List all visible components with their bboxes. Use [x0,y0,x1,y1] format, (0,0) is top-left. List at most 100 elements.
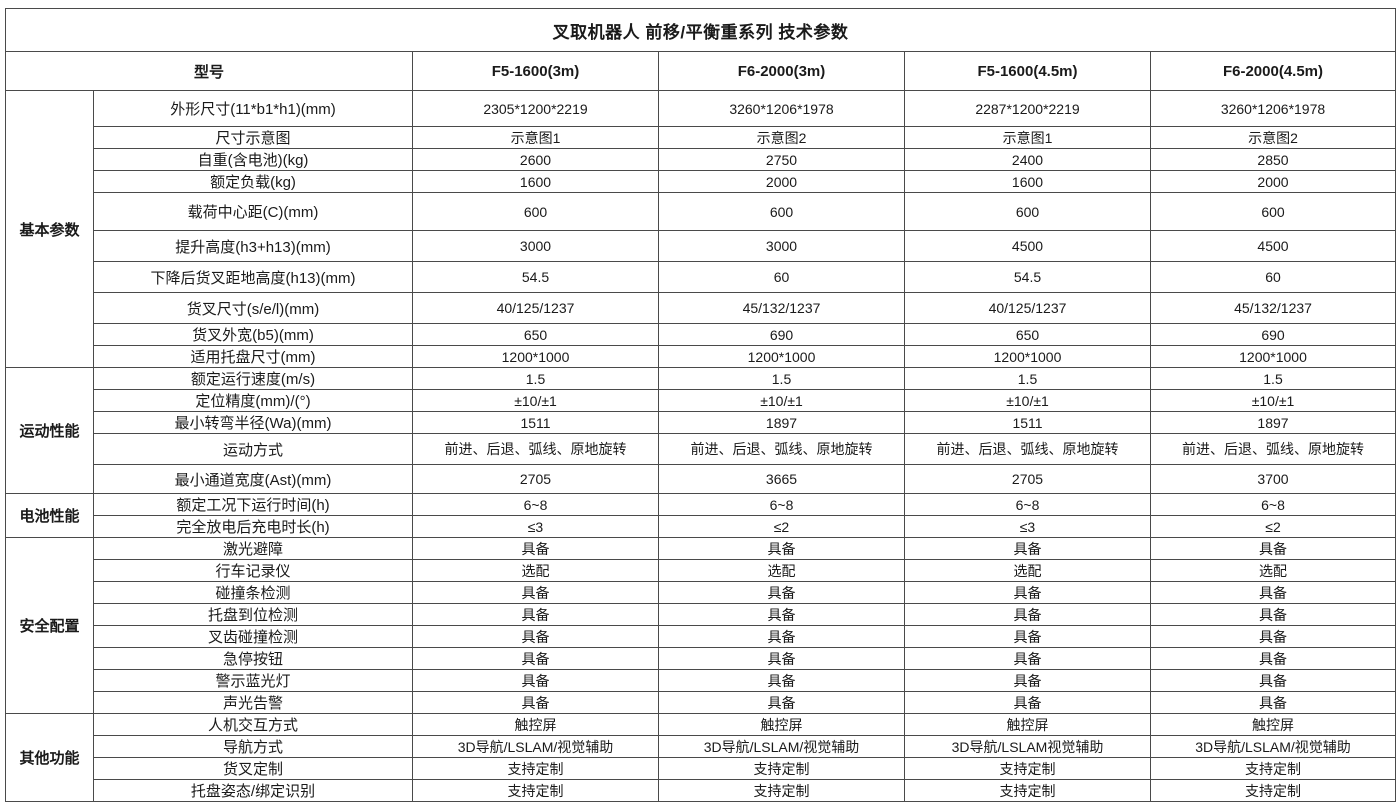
param-value-cell: 2305*1200*2219 [412,90,659,127]
table-row: 载荷中心距(C)(mm) 600 600 600 600 [6,192,1397,231]
param-value-cell: 3D导航/LSLAM/视觉辅助 [1149,735,1397,758]
table-row: 导航方式 3D导航/LSLAM/视觉辅助 3D导航/LSLAM/视觉辅助 3D导航/L… [6,735,1397,758]
param-value-cell: 3D导航/LSLAM/视觉辅助 [658,735,905,758]
param-value-cell: 触控屏 [658,713,905,736]
table-row: 警示蓝光灯 具备 具备 具备 具备 [6,669,1397,692]
param-value-cell: 1600 [904,170,1151,193]
section-group-cell: 运动性能 [5,367,94,494]
table-row: 额定负载(kg) 1600 2000 1600 2000 [6,170,1397,193]
param-value-cell: 具备 [658,581,905,604]
param-value-cell: 支持定制 [1149,757,1397,780]
param-value-cell: 支持定制 [904,757,1151,780]
param-label-cell: 货叉定制 [93,757,413,780]
param-value-cell: 60 [1149,261,1397,293]
param-value-cell: 6~8 [658,493,905,516]
param-value-cell: 具备 [904,537,1151,560]
param-value-cell: 1511 [904,411,1151,434]
param-label-cell: 提升高度(h3+h13)(mm) [93,230,413,262]
table-row: 下降后货叉距地高度(h13)(mm) 54.5 60 54.5 60 [6,261,1397,293]
param-label-cell: 运动方式 [93,433,413,465]
model-header-cell: F6-2000(3m) [658,51,905,91]
param-value-cell: 2000 [658,170,905,193]
param-value-cell: 3D导航/LSLAM/视觉辅助 [412,735,659,758]
spec-table-body: 叉取机器人 前移/平衡重系列 技术参数 型号 F5-1600(3m) F6-20… [4,8,1397,802]
table-row: 完全放电后充电时长(h) ≤3 ≤2 ≤3 ≤2 [6,515,1397,538]
param-value-cell: 示意图1 [412,126,659,149]
param-value-cell: ≤3 [412,515,659,538]
table-row: 行车记录仪 选配 选配 选配 选配 [6,559,1397,582]
param-value-cell: 具备 [412,669,659,692]
param-value-cell: 3700 [1149,464,1397,494]
param-value-cell: 1200*1000 [412,345,659,368]
param-value-cell: 具备 [658,537,905,560]
section-group-cell: 安全配置 [5,537,94,714]
param-value-cell: 1897 [658,411,905,434]
model-header-cell: F6-2000(4.5m) [1149,51,1397,91]
param-value-cell: ≤2 [658,515,905,538]
param-value-cell: 40/125/1237 [412,292,659,324]
param-value-cell: 1.5 [412,367,659,390]
param-value-cell: 示意图2 [658,126,905,149]
table-row: 电池性能 额定工况下运行时间(h) 6~8 6~8 6~8 6~8 [5,493,1397,538]
section-group-cell: 其他功能 [5,713,94,802]
param-value-cell: 2750 [658,148,905,171]
param-value-cell: ±10/±1 [412,389,659,412]
param-value-cell: 具备 [1149,691,1397,714]
table-row: 安全配置 激光避障 具备 具备 具备 具备 [5,537,1397,714]
param-value-cell: 3260*1206*1978 [658,90,905,127]
param-value-cell: 600 [412,192,659,231]
param-label-cell: 货叉尺寸(s/e/l)(mm) [93,292,413,324]
table-row: 自重(含电池)(kg) 2600 2750 2400 2850 [6,148,1397,171]
param-value-cell: 3260*1206*1978 [1149,90,1397,127]
param-value-cell: 具备 [1149,647,1397,670]
table-row: 适用托盘尺寸(mm) 1200*1000 1200*1000 1200*1000 120… [6,345,1397,368]
param-value-cell: 1200*1000 [904,345,1151,368]
param-value-cell: 具备 [658,625,905,648]
param-value-cell: 6~8 [412,493,659,516]
param-value-cell: 具备 [412,625,659,648]
param-value-cell: 具备 [658,691,905,714]
param-value-cell: ≤2 [1149,515,1397,538]
param-label-cell: 定位精度(mm)/(°) [93,389,413,412]
param-value-cell: 前进、后退、弧线、原地旋转 [904,433,1151,465]
table-row: 货叉外宽(b5)(mm) 650 690 650 690 [6,323,1397,346]
param-value-cell: 600 [658,192,905,231]
model-header-row: 型号 F5-1600(3m) F6-2000(3m) F5-1600(4.5m)… [5,51,1397,91]
param-value-cell: 具备 [412,691,659,714]
param-value-cell: 具备 [1149,537,1397,560]
param-value-cell: 4500 [1149,230,1397,262]
table-row: 其他功能 人机交互方式 触控屏 触控屏 触控屏 触控屏 [5,713,1397,802]
param-value-cell: ±10/±1 [904,389,1151,412]
table-row: 运动性能 额定运行速度(m/s) 1.5 1.5 1.5 1.5 [5,367,1397,494]
param-value-cell: 具备 [904,691,1151,714]
param-label-cell: 额定工况下运行时间(h) [93,493,413,516]
table-row: 尺寸示意图 示意图1 示意图2 示意图1 示意图2 [6,126,1397,149]
param-value-cell: 具备 [658,647,905,670]
param-value-cell: 具备 [658,669,905,692]
param-value-cell: 1897 [1149,411,1397,434]
param-value-cell: 650 [904,323,1151,346]
param-value-cell: 3000 [658,230,905,262]
param-label-cell: 最小通道宽度(Ast)(mm) [93,464,413,494]
param-value-cell: 3665 [658,464,905,494]
param-value-cell: 3000 [412,230,659,262]
param-value-cell: 1600 [412,170,659,193]
table-row: 货叉定制 支持定制 支持定制 支持定制 支持定制 [6,757,1397,780]
param-label-cell: 额定运行速度(m/s) [93,367,413,390]
param-label-cell: 最小转弯半径(Wa)(mm) [93,411,413,434]
param-value-cell: 前进、后退、弧线、原地旋转 [412,433,659,465]
param-label-cell: 声光告警 [93,691,413,714]
model-header-cell: F5-1600(3m) [412,51,659,91]
param-value-cell: ≤3 [904,515,1151,538]
param-value-cell: 支持定制 [412,779,659,802]
param-value-cell: 触控屏 [904,713,1151,736]
title-row: 叉取机器人 前移/平衡重系列 技术参数 [4,8,1397,52]
param-value-cell: 2600 [412,148,659,171]
param-value-cell: 6~8 [1149,493,1397,516]
param-value-cell: 2850 [1149,148,1397,171]
table-row: 运动方式 前进、后退、弧线、原地旋转 前进、后退、弧线、原地旋转 前进、后退、弧线、原… [6,433,1397,465]
param-value-cell: 2400 [904,148,1151,171]
param-value-cell: ±10/±1 [658,389,905,412]
param-value-cell: 具备 [658,603,905,626]
param-value-cell: 选配 [412,559,659,582]
